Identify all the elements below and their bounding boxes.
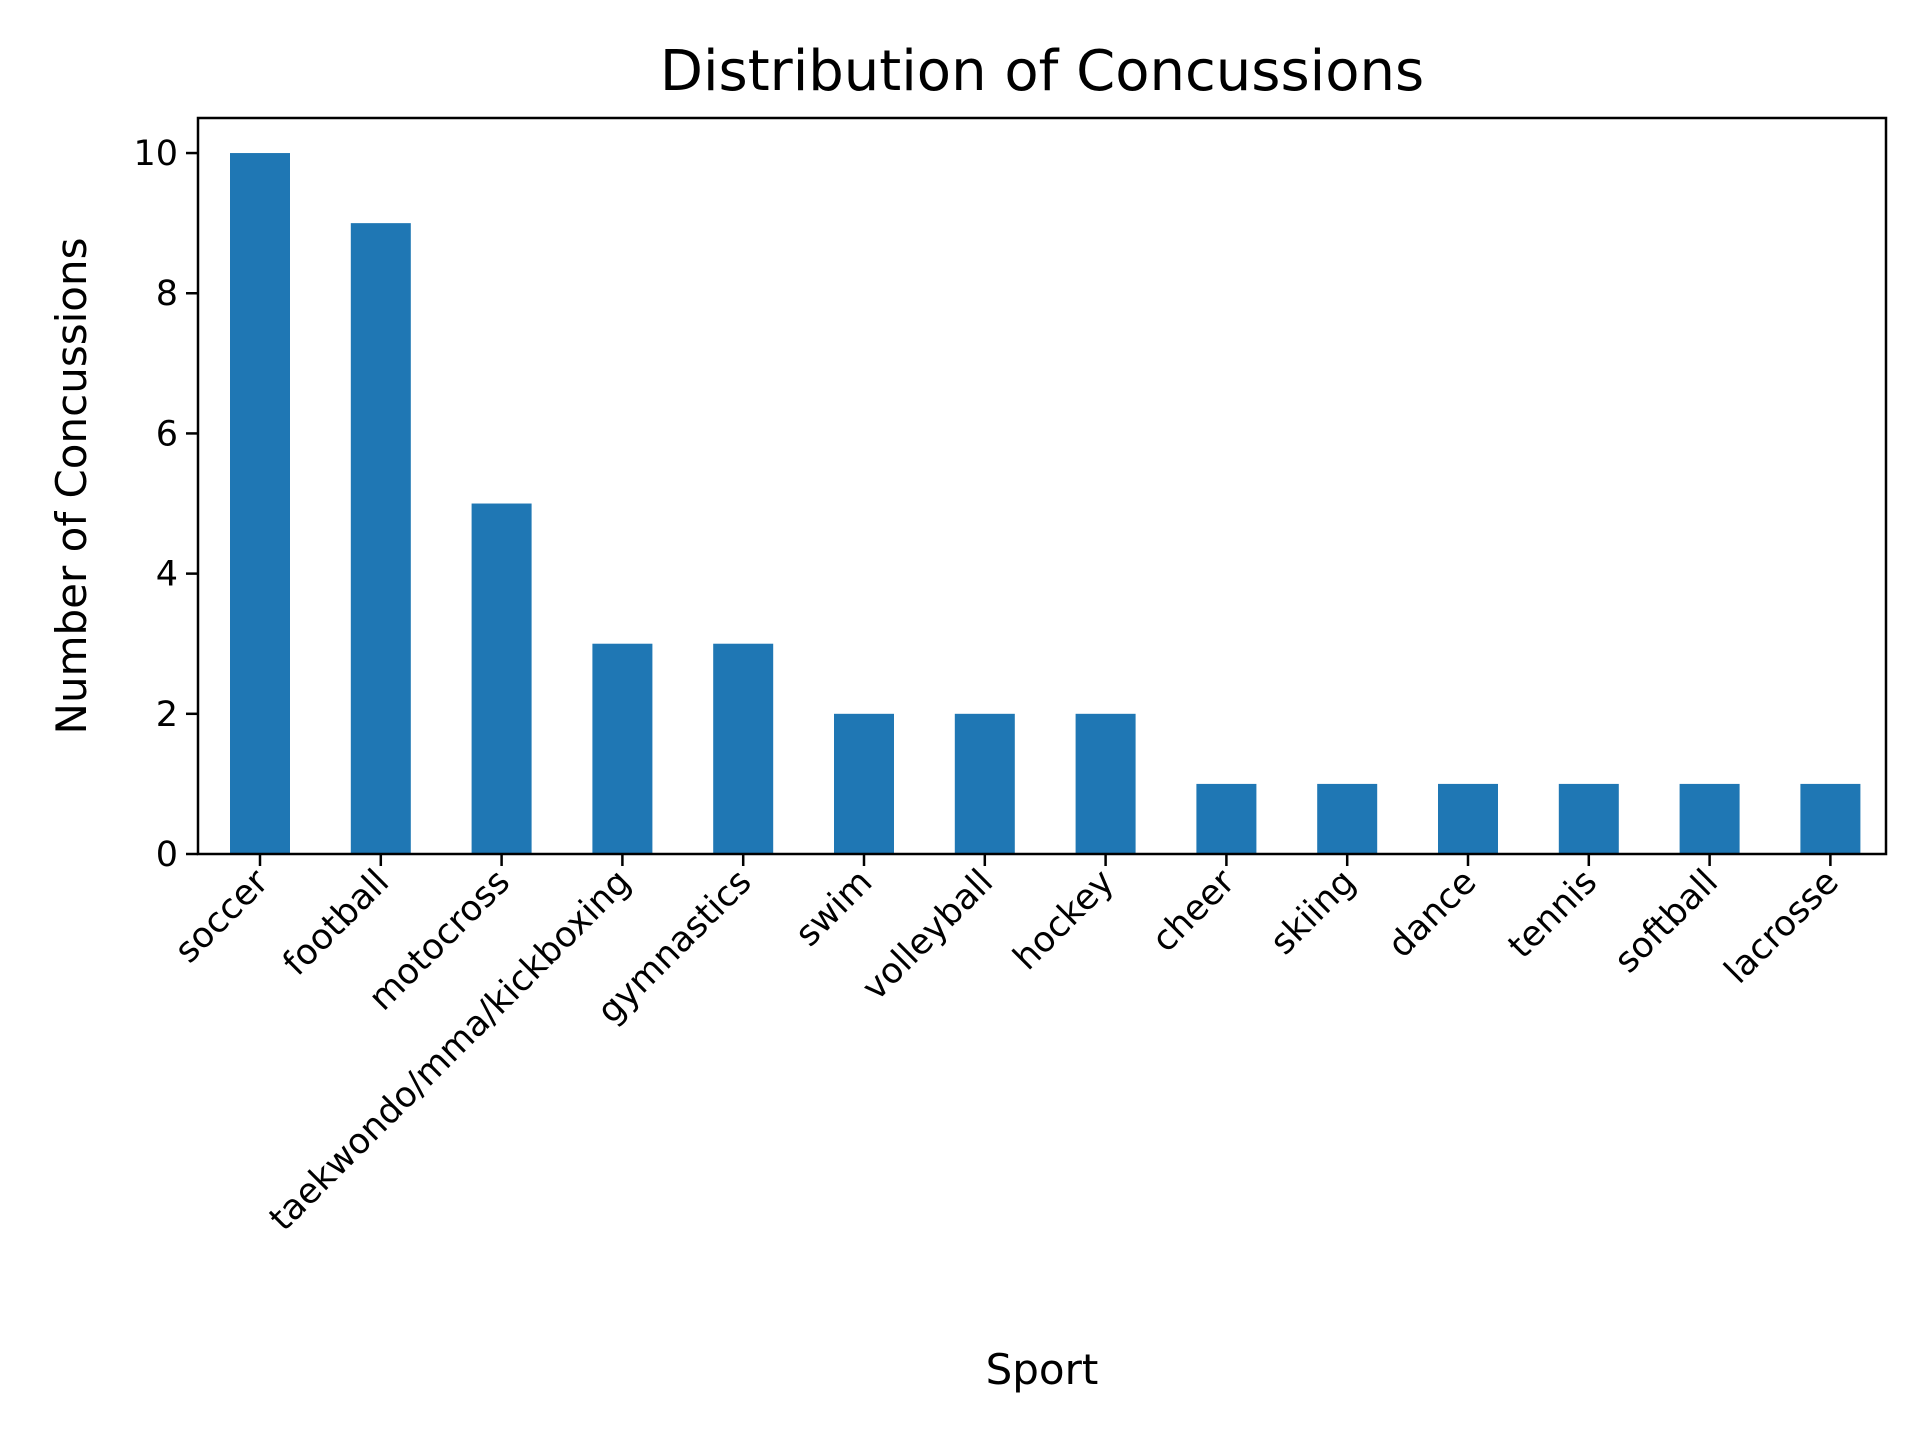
x-axis-ticks: soccer footballmotocrosstaekwondo/mma/kic… xyxy=(167,854,1847,1239)
bar-motocross xyxy=(471,503,532,854)
bar-taekwondo-mma-kickboxing xyxy=(592,643,653,854)
y-tick-label: 6 xyxy=(156,414,178,454)
bar-softball xyxy=(1679,783,1740,854)
chart-title: Distribution of Concussions xyxy=(660,39,1424,104)
bar-hockey xyxy=(1075,713,1136,854)
bar-tennis xyxy=(1558,783,1619,854)
y-tick-label: 0 xyxy=(156,835,178,875)
plot-frame xyxy=(196,116,1888,856)
bar-swim xyxy=(834,713,894,854)
bar-soccer xyxy=(230,153,290,855)
x-tick-label: swim xyxy=(788,862,880,954)
bar-dance xyxy=(1438,783,1498,854)
y-tick-label: 8 xyxy=(156,274,178,314)
bar-skiing xyxy=(1317,783,1378,854)
x-tick-label: hockey xyxy=(1006,862,1122,978)
bar-gymnastics xyxy=(713,643,774,854)
y-tick-label: 4 xyxy=(156,555,178,595)
bar-volleyball xyxy=(954,713,1015,854)
x-tick-label: softball xyxy=(1607,862,1726,981)
y-axis-ticks: 0 2 4 6 8 10 xyxy=(133,134,198,875)
x-tick-label: cheer xyxy=(1145,862,1244,961)
bars-group xyxy=(230,153,1861,855)
bar-football xyxy=(350,223,411,855)
y-tick-label: 2 xyxy=(156,695,178,735)
x-tick-label: soccer xyxy=(167,862,276,971)
x-tick-label: skiing xyxy=(1263,862,1364,963)
bar-cheer xyxy=(1196,783,1257,854)
y-tick-label: 10 xyxy=(133,134,178,174)
bar-lacrosse xyxy=(1800,783,1861,854)
x-tick-label: dance xyxy=(1381,862,1485,966)
x-tick-label: football xyxy=(276,862,398,984)
x-axis-label: Sport xyxy=(986,1345,1099,1394)
x-tick-label: tennis xyxy=(1501,862,1605,966)
y-axis-label: Number of Concussions xyxy=(47,238,96,735)
x-tick-label: lacrosse xyxy=(1717,862,1847,992)
x-tick-label: volleyball xyxy=(855,862,1001,1008)
